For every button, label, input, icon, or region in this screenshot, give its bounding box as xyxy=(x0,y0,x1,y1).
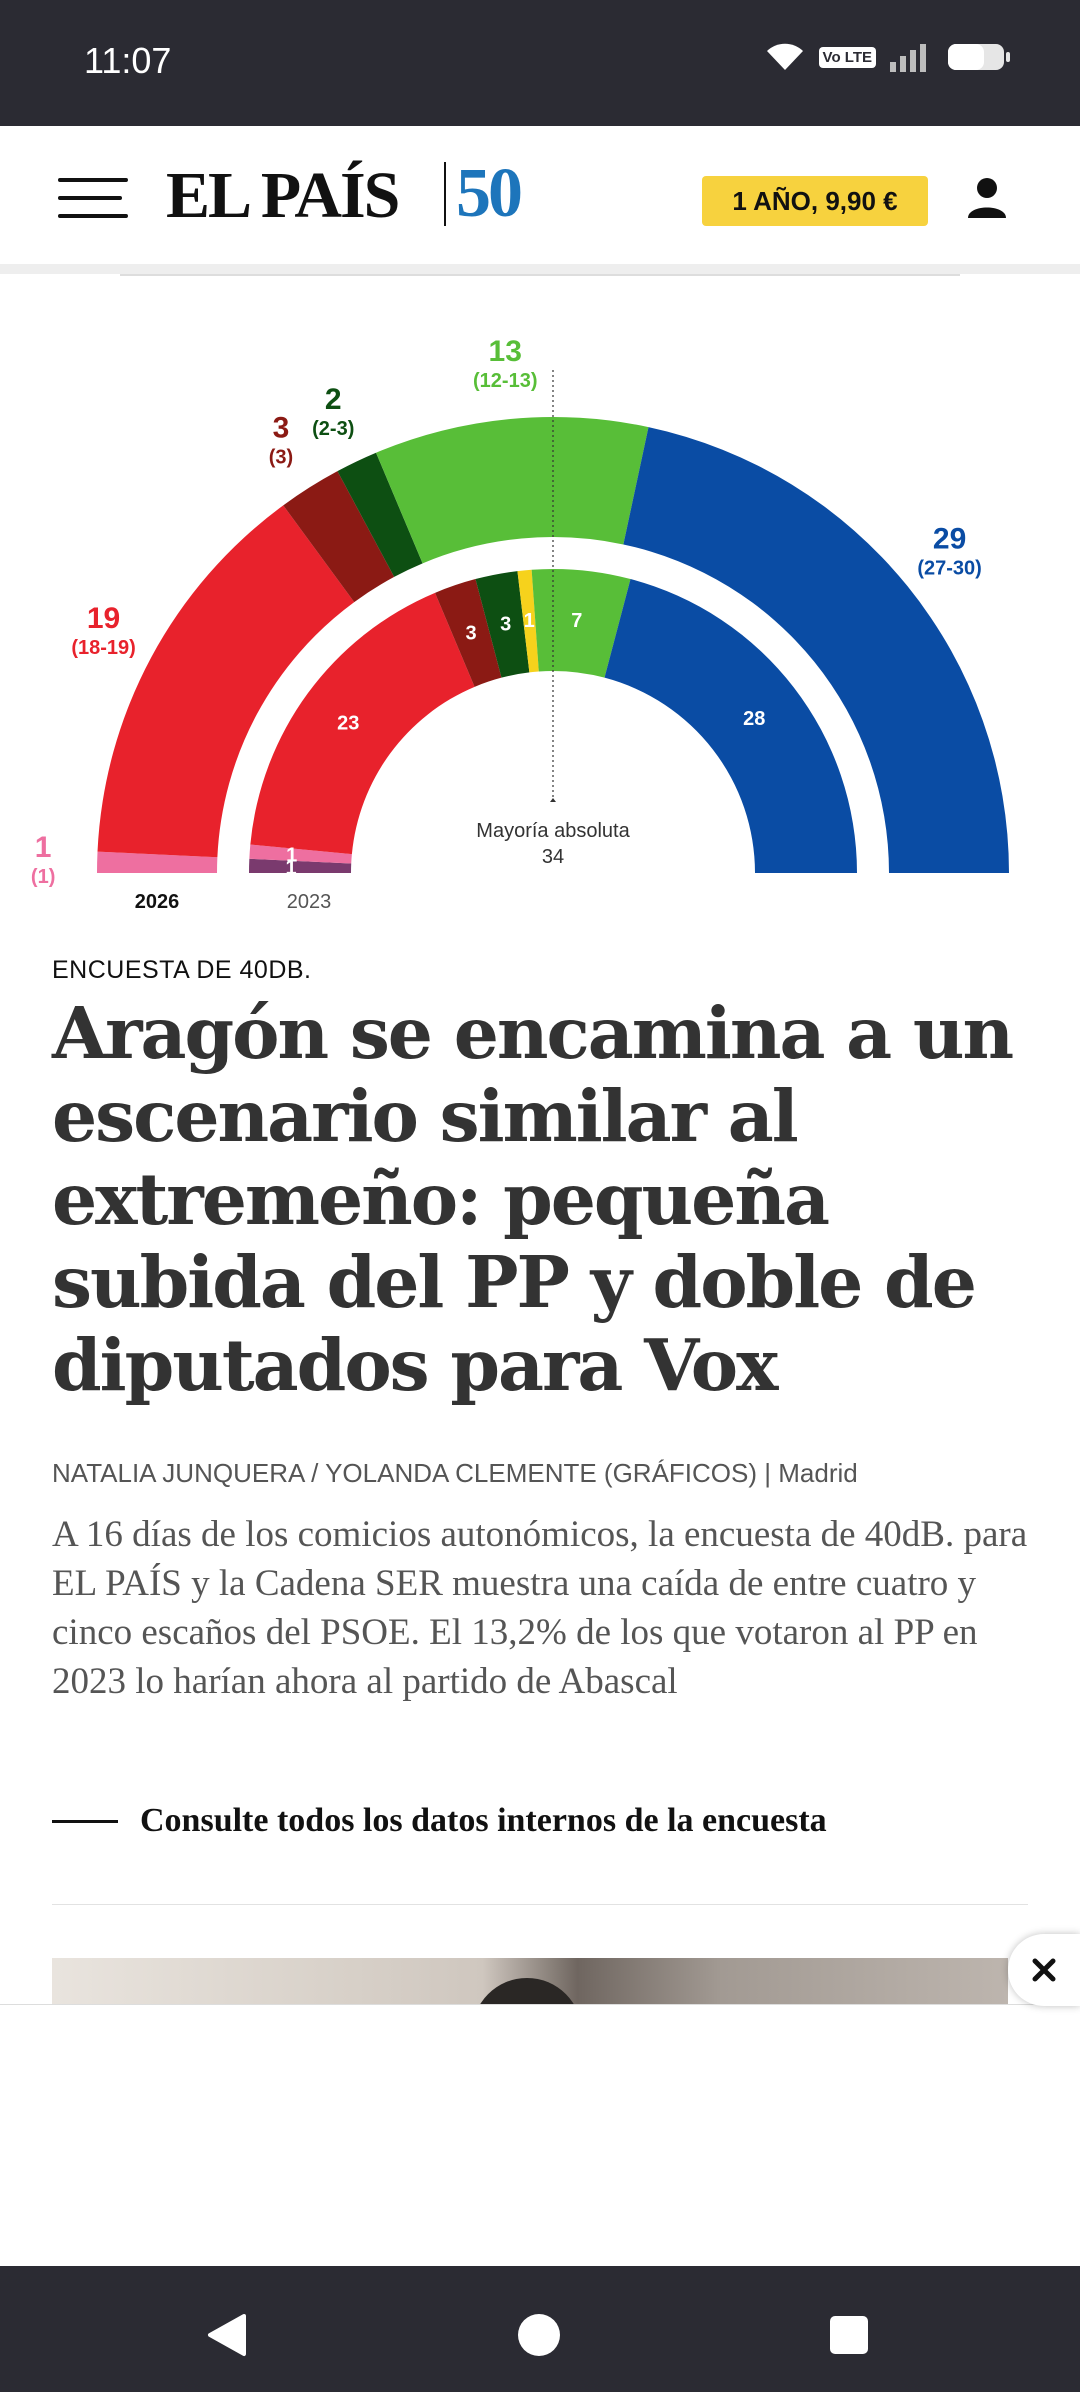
outer-seat-label-4: 13 xyxy=(489,335,522,368)
outer-seat-label-0: 1 xyxy=(35,831,52,864)
system-nav-bar xyxy=(0,2266,1080,2392)
outer-ring-year: 2026 xyxy=(135,891,180,913)
outer-seat-label-2: 3 xyxy=(273,412,290,445)
inner-seat-segment-3 xyxy=(435,579,502,687)
outer-seat-segment-2 xyxy=(283,471,395,603)
signal-icon xyxy=(890,44,926,72)
recents-icon[interactable] xyxy=(828,2314,870,2356)
inner-seat-label-4: 3 xyxy=(500,613,511,635)
outer-range-label-1: (18-19) xyxy=(71,637,135,659)
survey-data-link-text[interactable]: Consulte todos los datos internos de la … xyxy=(140,1802,827,1839)
majority-value: 34 xyxy=(542,846,564,868)
battery-icon xyxy=(948,44,1010,70)
lte-badge: Vo LTE xyxy=(818,46,876,68)
inner-seat-label-7: 28 xyxy=(743,708,765,730)
outer-seat-segment-5 xyxy=(623,427,1009,873)
link-dash xyxy=(52,1819,118,1823)
outer-seat-label-3: 2 xyxy=(325,383,342,416)
outer-range-label-5: (27-30) xyxy=(917,557,981,579)
anniversary-logo: 50 xyxy=(456,155,523,232)
inner-seat-label-3: 3 xyxy=(466,623,477,645)
outer-seat-segment-4 xyxy=(376,417,649,564)
menu-icon[interactable] xyxy=(58,178,128,218)
parliament-chart: Mayoría absoluta 34 2026 2023 1(1)19(18-… xyxy=(31,335,1009,913)
status-icons: Vo LTE xyxy=(765,42,1010,72)
close-icon xyxy=(1032,1958,1056,1982)
inner-seat-segment-2 xyxy=(250,592,475,855)
article-byline[interactable]: NATALIA JUNQUERA / YOLANDA CLEMENTE (GRÁ… xyxy=(52,1458,858,1488)
article-kicker: ENCUESTA DE 40DB. xyxy=(52,956,312,984)
inner-seat-segment-0 xyxy=(249,858,352,873)
inner-seat-label-6: 7 xyxy=(571,610,582,632)
user-icon[interactable] xyxy=(966,176,1008,218)
inner-seat-label-5: 1 xyxy=(524,610,535,632)
site-logo[interactable]: EL PAÍS xyxy=(166,159,400,232)
outer-seat-label-5: 29 xyxy=(933,522,966,555)
article-photo[interactable] xyxy=(52,1958,1008,2004)
site-header: EL PAÍS 50 1 AÑO, 9,90 € xyxy=(0,126,1080,265)
close-ad-button[interactable] xyxy=(1008,1934,1080,2006)
outer-seat-label-1: 19 xyxy=(87,602,120,635)
subscribe-button[interactable]: 1 AÑO, 9,90 € xyxy=(702,176,928,226)
outer-range-label-0: (1) xyxy=(31,866,55,888)
header-subline xyxy=(120,274,960,276)
ad-banner[interactable] xyxy=(0,2004,1080,2267)
home-icon[interactable] xyxy=(516,2312,562,2358)
inner-seat-segment-1 xyxy=(249,844,352,864)
majority-pointer xyxy=(550,798,556,802)
logo-divider xyxy=(444,162,446,226)
header-shadow xyxy=(0,264,1080,274)
outer-range-label-4: (12-13) xyxy=(473,370,537,392)
inner-seat-label-0: 1 xyxy=(286,857,297,879)
outer-range-label-3: (2-3) xyxy=(312,418,354,440)
status-bar: 11:07 Vo LTE xyxy=(0,0,1080,126)
outer-range-label-2: (3) xyxy=(269,447,293,469)
back-icon[interactable] xyxy=(204,2312,250,2358)
article-headline: Aragón se encamina a un escenario simila… xyxy=(52,991,1014,1407)
status-time: 11:07 xyxy=(84,40,172,81)
inner-seat-label-2: 23 xyxy=(337,713,359,735)
inner-seat-segment-6 xyxy=(531,569,631,678)
outer-seat-segment-1 xyxy=(97,505,355,858)
inner-seat-segment-7 xyxy=(604,579,857,873)
inner-seat-segment-5 xyxy=(517,569,539,673)
majority-label: Mayoría absoluta xyxy=(476,820,630,842)
article-standfirst: A 16 días de los comicios autonómicos, l… xyxy=(52,1514,1028,1702)
survey-data-link[interactable]: Consulte todos los datos internos de la … xyxy=(52,1802,827,1840)
section-divider xyxy=(52,1904,1028,1905)
inner-seat-segment-4 xyxy=(475,571,530,678)
inner-seat-label-1: 1 xyxy=(286,845,297,867)
wifi-icon xyxy=(766,43,803,70)
inner-ring-year: 2023 xyxy=(287,891,332,913)
outer-seat-segment-3 xyxy=(337,452,423,577)
outer-seat-segment-0 xyxy=(97,851,218,873)
